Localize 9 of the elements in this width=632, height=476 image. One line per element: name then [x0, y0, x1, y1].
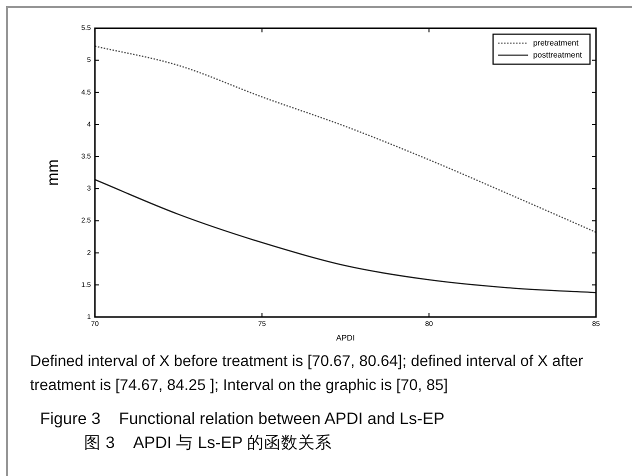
text: Defined interval of X before treatment is [70.67, 80.64]; defined interval of X after treatment is [74.67, 84.25 ]; Interval on the graphic is [70, 85] — [30, 352, 584, 396]
x-axis-title: APDI — [336, 333, 355, 342]
legend-label: pretreatment — [533, 38, 580, 48]
text: Figure 3 Functional relation between APDI and Ls-EP — [40, 410, 444, 429]
y-axis-title: mm — [45, 159, 62, 186]
text: 图 3 APDI 与 Ls-EP 的函数关系 — [84, 433, 332, 454]
legend-label: posttreatment — [533, 50, 583, 60]
line-series — [94, 46, 596, 233]
line-series — [94, 179, 596, 294]
